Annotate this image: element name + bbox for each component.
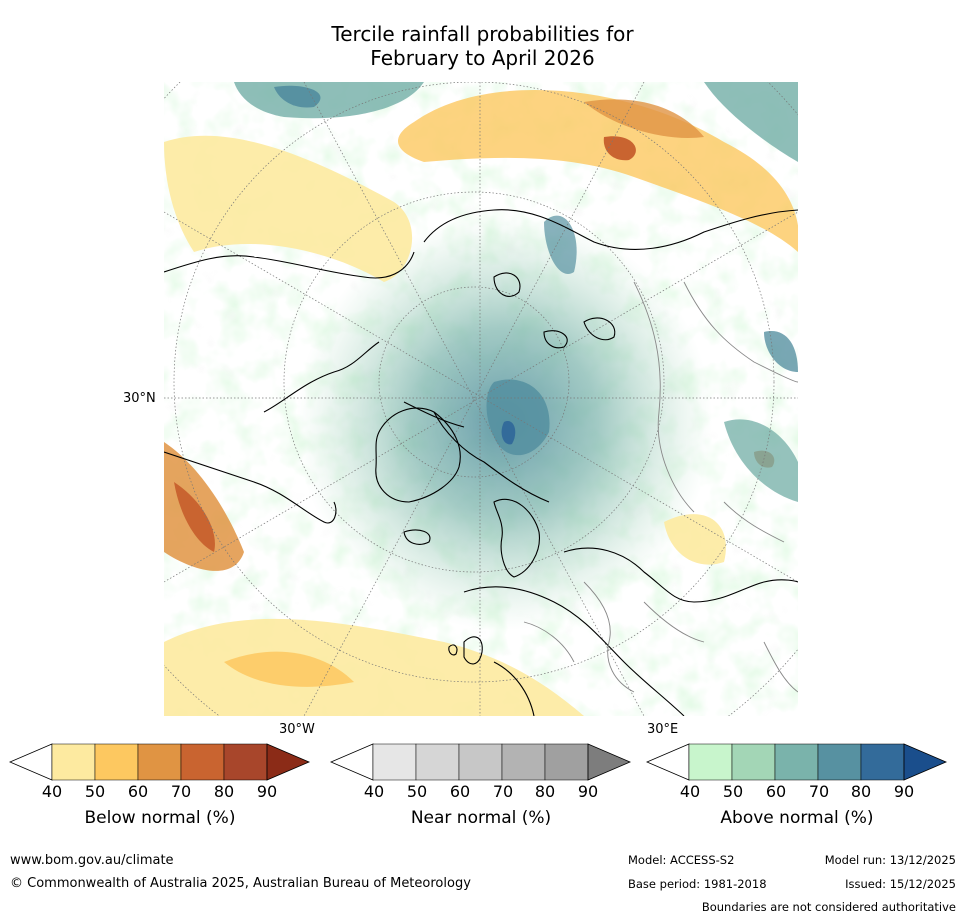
title-line-1: Tercile rainfall probabilities for: [331, 22, 634, 46]
footer-url: www.bom.gov.au/climate: [10, 853, 174, 868]
colorbar-below-tick: 50: [84, 782, 106, 801]
colorbar-above-min-triangle: [645, 743, 690, 781]
colorbar-near-swatch: [372, 743, 417, 781]
colorbar-above-max-triangle: [903, 743, 948, 781]
colorbar-below-tick: 80: [213, 782, 235, 801]
footer-copyright: © Commonwealth of Australia 2025, Austra…: [10, 876, 471, 891]
colorbar-below-tick: 60: [127, 782, 149, 801]
colorbar-near-max-triangle: [587, 743, 632, 781]
coastlines: [164, 209, 798, 716]
colorbar-above-tick: 50: [722, 782, 744, 801]
footer-issued: Issued: 15/12/2025: [845, 877, 956, 891]
colorbar-below-min-triangle: [8, 743, 53, 781]
footer-disclaimer: Boundaries are not considered authoritat…: [701, 900, 956, 914]
colorbar-above-tick: 90: [893, 782, 915, 801]
colorbar-below-label: Below normal (%): [84, 808, 236, 828]
probability-map: [164, 82, 798, 716]
colorbar-above-swatch: [860, 743, 905, 781]
colorbar-above-swatch: [731, 743, 776, 781]
colorbar-near-tick: 70: [492, 782, 514, 801]
colorbar-near-swatch: [458, 743, 503, 781]
footer-model-run: Model run: 13/12/2025: [824, 853, 956, 867]
colorbar-near-tick: 40: [363, 782, 385, 801]
latitude-label-30n: 30°N: [123, 391, 156, 406]
colorbar-above-normal: 40 50 60 70 80 90 Above normal (%): [645, 743, 948, 828]
colorbar-below-normal-swatches: [8, 743, 311, 781]
colorbar-near-swatch: [544, 743, 589, 781]
colorbar-above-swatch: [688, 743, 733, 781]
colorbar-near-swatch: [501, 743, 546, 781]
above-normal-strong-regions: [234, 82, 798, 502]
colorbar-above-tick: 80: [850, 782, 872, 801]
colorbar-above-tick: 70: [808, 782, 830, 801]
graticule: [164, 82, 798, 716]
colorbar-above-tick: 60: [765, 782, 787, 801]
longitude-label-30w: 30°W: [279, 722, 315, 737]
colorbar-below-tick: 90: [256, 782, 278, 801]
colorbar-below-swatch: [94, 743, 139, 781]
colorbar-below-tick: 40: [41, 782, 63, 801]
footer-model: Model: ACCESS-S2: [628, 853, 735, 867]
colorbar-above-tick: 40: [679, 782, 701, 801]
colorbar-near-tick: 50: [406, 782, 428, 801]
colorbar-near-label: Near normal (%): [410, 808, 552, 828]
colorbar-near-normal-swatches: [329, 743, 632, 781]
colorbar-above-swatch: [774, 743, 819, 781]
colorbar-below-swatch: [180, 743, 225, 781]
colorbar-near-swatch: [415, 743, 460, 781]
colorbar-above-swatch: [817, 743, 862, 781]
title-line-2: February to April 2026: [370, 46, 595, 70]
colorbar-below-max-triangle: [266, 743, 311, 781]
colorbar-near-min-triangle: [329, 743, 374, 781]
colorbar-below-swatch: [51, 743, 96, 781]
chart-title: Tercile rainfall probabilities for Febru…: [0, 22, 965, 70]
colorbar-near-tick: 60: [449, 782, 471, 801]
footer-base-period: Base period: 1981-2018: [628, 877, 767, 891]
colorbar-above-normal-swatches: [645, 743, 948, 781]
colorbar-below-swatch: [223, 743, 268, 781]
colorbar-below-tick: 70: [170, 782, 192, 801]
country-boundaries: [523, 281, 798, 693]
colorbar-above-label: Above normal (%): [720, 808, 874, 828]
colorbar-near-tick: 90: [577, 782, 599, 801]
longitude-label-30e: 30°E: [647, 722, 679, 737]
colorbar-below-normal: 40 50 60 70 80 90 Below normal (%): [8, 743, 311, 828]
map-canvas: [164, 82, 798, 716]
colorbar-below-swatch: [137, 743, 182, 781]
colorbar-near-normal: 40 50 60 70 80 90 Near normal (%): [329, 743, 632, 828]
colorbar-near-tick: 80: [534, 782, 556, 801]
